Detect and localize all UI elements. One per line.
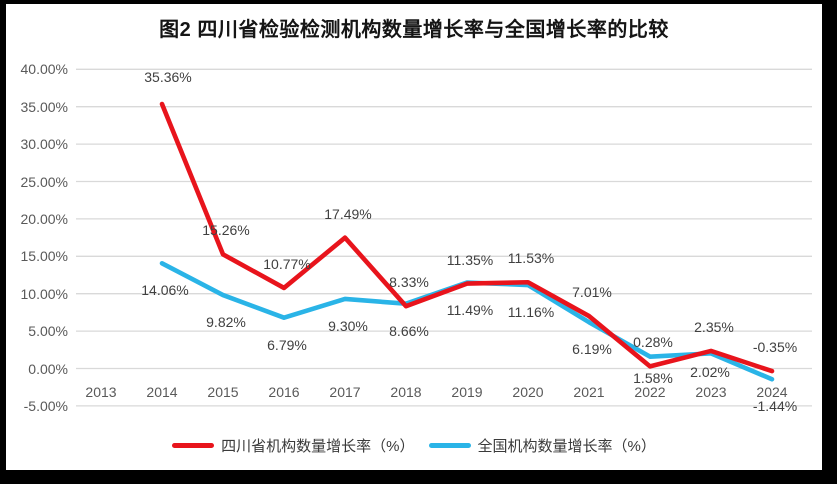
y-axis-tick-label: 40.00% — [20, 61, 68, 78]
chart-title: 图2 四川省检验检测机构数量增长率与全国增长率的比较 — [159, 19, 669, 41]
y-axis-tick-label: 25.00% — [20, 173, 68, 190]
data-label-sichuan-2020: 11.53% — [507, 250, 555, 267]
x-axis-tick-label: 2014 — [146, 384, 178, 400]
data-label-sichuan-2016: 10.77% — [263, 255, 311, 272]
y-axis-tick-label: 0.00% — [28, 360, 68, 377]
x-axis-tick-label: 2023 — [695, 384, 727, 400]
y-axis-tick-label: 10.00% — [20, 285, 68, 302]
legend-item-national: 全国机构数量增长率（%） — [428, 435, 656, 456]
series-line-national — [159, 261, 775, 382]
legend-line-swatch-red — [172, 443, 215, 448]
data-label-national-2019: 11.49% — [446, 301, 494, 318]
data-label-national-2024: -1.44% — [752, 398, 798, 415]
legend-item-sichuan: 四川省机构数量增长率（%） — [172, 435, 415, 456]
data-label-national-2015: 9.82% — [206, 314, 246, 331]
data-label-national-2018: 8.66% — [389, 322, 429, 339]
x-axis-tick-label: 2013 — [85, 384, 117, 400]
data-label-sichuan-2018: 8.33% — [389, 274, 429, 291]
y-axis-tick-label: 5.00% — [28, 323, 68, 340]
legend: 四川省机构数量增长率（%） 全国机构数量增长率（%） — [6, 435, 822, 456]
chart-background — [6, 4, 822, 470]
x-axis-tick-label: 2024 — [756, 384, 788, 400]
x-axis-tick-label: 2022 — [634, 384, 666, 400]
y-axis-tick-label: 35.00% — [20, 98, 68, 115]
x-axis-tick-label: 2021 — [573, 384, 605, 400]
x-axis-tick-label: 2017 — [329, 384, 361, 400]
legend-line-swatch-blue — [428, 443, 471, 448]
data-label-sichuan-2017: 17.49% — [324, 205, 372, 222]
y-axis-tick-label: 15.00% — [20, 248, 68, 265]
x-axis-tick-label: 2016 — [268, 384, 300, 400]
x-axis-tick-label: 2019 — [451, 384, 483, 400]
data-label-sichuan-2021: 7.01% — [572, 284, 612, 301]
x-axis-tick-label: 2018 — [390, 384, 422, 400]
data-label-national-2017: 9.30% — [328, 317, 368, 334]
legend-label-national: 全国机构数量增长率（%） — [477, 438, 656, 455]
data-label-national-2021: 6.19% — [572, 341, 612, 358]
y-axis-tick-label: -5.00% — [23, 397, 68, 414]
data-label-national-2020: 11.16% — [507, 304, 555, 321]
data-label-sichuan-2014: 35.36% — [144, 69, 192, 85]
series-line-sichuan — [159, 101, 775, 374]
data-label-national-2022: 1.58% — [633, 369, 673, 386]
y-axis-tick-label: 20.00% — [20, 210, 68, 227]
data-label-sichuan-2023: 2.35% — [694, 318, 734, 335]
y-axis-tick-label: 30.00% — [20, 136, 68, 153]
data-label-sichuan-2024: -0.35% — [752, 339, 798, 356]
x-axis-tick-label: 2015 — [207, 384, 239, 400]
x-axis-tick-label: 2020 — [512, 384, 544, 400]
data-label-sichuan-2015: 15.26% — [202, 222, 250, 239]
data-label-national-2016: 6.79% — [267, 336, 307, 353]
data-label-national-2023: 2.02% — [690, 364, 730, 381]
legend-label-sichuan: 四川省机构数量增长率（%） — [221, 438, 415, 455]
data-label-sichuan-2022: 0.28% — [633, 334, 673, 351]
data-label-national-2014: 14.06% — [141, 282, 189, 299]
data-label-sichuan-2019: 11.35% — [446, 251, 494, 268]
